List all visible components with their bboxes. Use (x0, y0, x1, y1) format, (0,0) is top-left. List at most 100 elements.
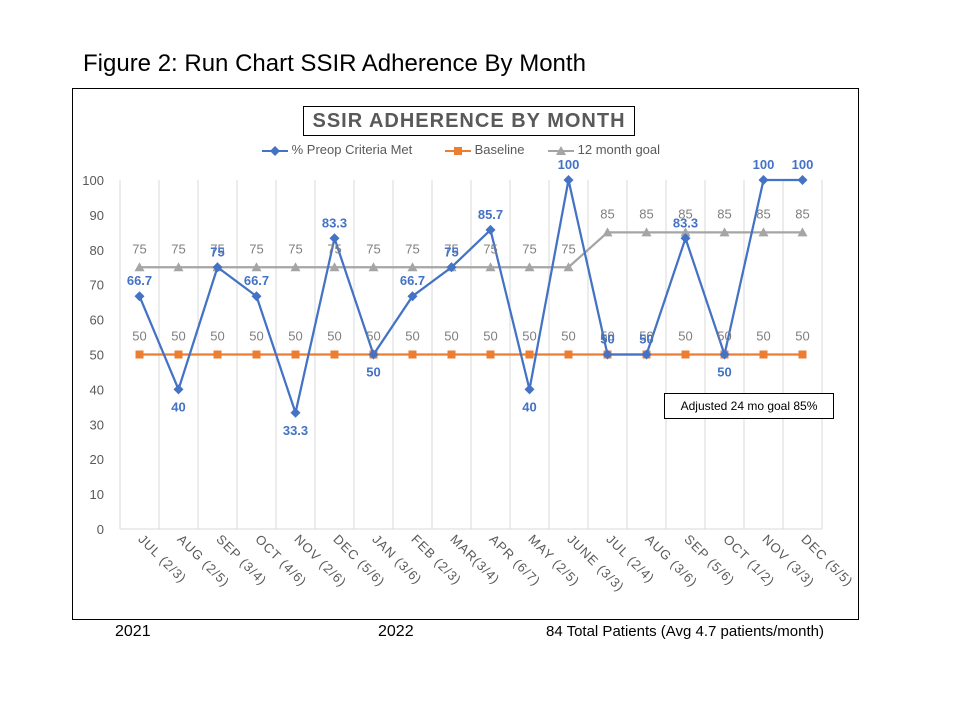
legend-goal-marker (548, 145, 574, 155)
data-point-square (681, 350, 690, 359)
data-label-preop: 33.3 (283, 423, 308, 438)
data-point-diamond (485, 224, 496, 235)
data-label-goal: 75 (249, 241, 263, 256)
data-label-preop: 75 (210, 244, 224, 259)
data-label-goal: 85 (639, 206, 653, 221)
data-point-diamond (602, 349, 613, 360)
data-label-baseline: 50 (561, 329, 575, 344)
legend-preop-label: % Preop Criteria Met (291, 142, 413, 157)
data-point-triangle (680, 227, 691, 237)
y-tick-label: 30 (90, 417, 104, 432)
data-label-goal: 75 (288, 241, 302, 256)
data-label-baseline: 50 (600, 329, 614, 344)
y-tick-label: 100 (82, 173, 104, 188)
data-point-square (564, 350, 573, 359)
legend-item-preop[interactable]: % Preop Criteria Met (262, 142, 412, 157)
data-label-preop: 75 (444, 244, 458, 259)
data-label-goal: 75 (405, 241, 419, 256)
y-tick-label: 80 (90, 243, 104, 258)
chart-legend: % Preop Criteria Met Baseline 12 month g… (0, 142, 960, 160)
data-label-goal: 75 (210, 241, 224, 256)
goal-note-box: Adjusted 24 mo goal 85% (664, 393, 834, 419)
data-label-preop: 100 (558, 157, 580, 172)
data-point-diamond (368, 349, 379, 360)
data-point-triangle (758, 227, 769, 237)
y-tick-label: 0 (97, 522, 104, 537)
data-point-diamond (407, 291, 418, 302)
data-point-square (447, 350, 456, 359)
legend-item-goal[interactable]: 12 month goal (548, 142, 660, 157)
data-label-baseline: 50 (171, 329, 185, 344)
data-label-goal: 75 (171, 241, 185, 256)
data-label-baseline: 50 (249, 329, 263, 344)
data-label-goal: 85 (678, 206, 692, 221)
data-point-diamond (758, 175, 769, 185)
data-label-baseline: 50 (288, 329, 302, 344)
data-point-triangle (368, 262, 379, 272)
legend-item-baseline[interactable]: Baseline (445, 142, 525, 157)
data-point-triangle (641, 227, 652, 237)
footer-year-2021: 2021 (115, 623, 151, 640)
data-label-preop: 66.7 (244, 273, 269, 288)
data-label-baseline: 50 (405, 329, 419, 344)
data-label-preop: 100 (753, 157, 775, 172)
series-line-0 (138, 178, 803, 417)
data-point-triangle (290, 262, 301, 272)
data-point-square (174, 350, 183, 359)
data-label-goal: 75 (132, 241, 146, 256)
footer-year-2022: 2022 (378, 623, 414, 640)
data-label-baseline: 50 (795, 329, 809, 344)
data-point-triangle (134, 262, 145, 272)
legend-baseline-label: Baseline (474, 142, 525, 157)
y-tick-label: 10 (90, 487, 104, 502)
legend-goal-label: 12 month goal (577, 142, 661, 157)
data-point-square (759, 350, 768, 359)
data-point-diamond (563, 175, 574, 185)
series-line-2 (139, 231, 803, 269)
data-label-baseline: 50 (756, 329, 770, 344)
data-point-diamond (680, 233, 691, 244)
data-label-preop: 66.7 (127, 273, 152, 288)
data-label-baseline: 50 (717, 329, 731, 344)
data-point-triangle (251, 262, 262, 272)
y-tick-label: 50 (90, 348, 104, 363)
data-point-square (291, 350, 300, 359)
data-point-square (330, 350, 339, 359)
y-tick-label: 70 (90, 278, 104, 293)
data-label-preop: 83.3 (673, 215, 698, 230)
data-point-triangle (602, 227, 613, 237)
data-point-diamond (134, 291, 145, 302)
data-label-baseline: 50 (483, 329, 497, 344)
legend-preop-marker (262, 145, 288, 156)
data-point-triangle (173, 262, 184, 272)
data-point-triangle (719, 227, 730, 237)
data-label-preop: 50 (639, 332, 653, 347)
data-point-square (252, 350, 261, 359)
data-label-preop: 40 (171, 399, 185, 414)
data-label-baseline: 50 (366, 329, 380, 344)
data-point-diamond (719, 349, 730, 360)
chart-title: SSIR ADHERENCE BY MONTH (303, 106, 635, 136)
data-point-diamond (446, 262, 457, 273)
data-point-triangle (329, 262, 340, 272)
figure-caption: Figure 2: Run Chart SSIR Adherence By Mo… (83, 50, 586, 77)
y-tick-label: 60 (90, 313, 104, 328)
data-point-diamond (173, 384, 184, 395)
data-point-triangle (407, 262, 418, 272)
data-point-square (135, 350, 144, 359)
data-label-preop: 85.7 (478, 207, 503, 222)
data-point-triangle (563, 262, 574, 272)
data-label-goal: 75 (561, 241, 575, 256)
data-point-diamond (641, 349, 652, 360)
data-label-goal: 85 (717, 206, 731, 221)
data-label-baseline: 50 (444, 329, 458, 344)
data-label-goal: 85 (600, 206, 614, 221)
legend-baseline-marker (445, 146, 471, 155)
footer-total-patients: 84 Total Patients (Avg 4.7 patients/mont… (546, 623, 824, 640)
data-point-square (798, 350, 807, 359)
data-point-diamond (212, 262, 223, 273)
data-label-baseline: 50 (678, 329, 692, 344)
data-label-preop: 50 (366, 365, 380, 380)
data-label-goal: 75 (522, 241, 536, 256)
